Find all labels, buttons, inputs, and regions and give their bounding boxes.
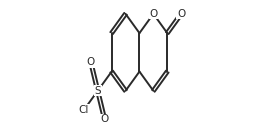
Text: O: O — [100, 114, 109, 124]
Text: S: S — [94, 86, 101, 96]
Text: O: O — [177, 9, 185, 19]
Text: Cl: Cl — [79, 105, 89, 115]
Text: O: O — [87, 57, 95, 67]
Text: O: O — [149, 9, 157, 19]
